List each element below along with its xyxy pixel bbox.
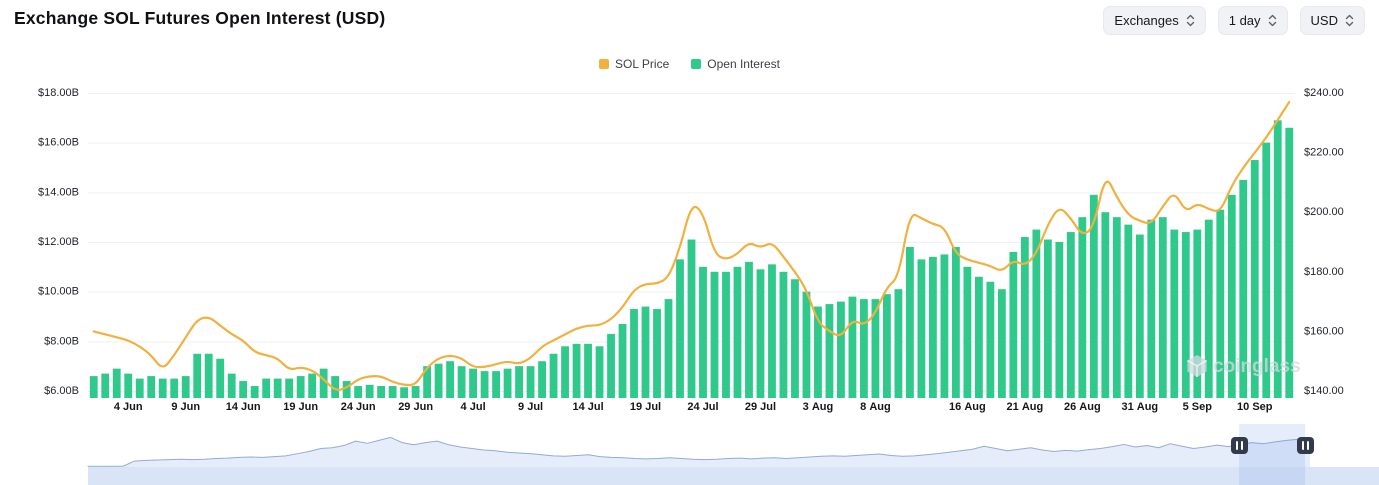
updown-icon (1186, 14, 1194, 27)
legend-swatch-sol-price (599, 59, 610, 69)
interval-dropdown[interactable]: 1 day (1217, 6, 1288, 35)
legend-item-sol-price[interactable]: SOL Price (599, 57, 669, 71)
header-controls: Exchanges 1 day USD (1103, 6, 1365, 35)
exchanges-dropdown-label: Exchanges (1114, 13, 1179, 28)
currency-dropdown-label: USD (1310, 13, 1338, 28)
legend-label-open-interest: Open Interest (707, 57, 780, 71)
navigator-handle-right[interactable] (1296, 437, 1314, 454)
chart-legend: SOL Price Open Interest (0, 57, 1379, 71)
legend-label-sol-price: SOL Price (615, 57, 670, 71)
exchanges-dropdown[interactable]: Exchanges (1103, 6, 1206, 35)
updown-icon (1268, 14, 1276, 27)
page-title: Exchange SOL Futures Open Interest (USD) (14, 8, 386, 28)
legend-item-open-interest[interactable]: Open Interest (691, 57, 780, 71)
navigator-handle-left[interactable] (1230, 437, 1248, 454)
interval-dropdown-label: 1 day (1228, 13, 1261, 28)
updown-icon (1345, 14, 1354, 27)
currency-dropdown[interactable]: USD (1299, 6, 1365, 35)
legend-swatch-open-interest (691, 59, 702, 69)
